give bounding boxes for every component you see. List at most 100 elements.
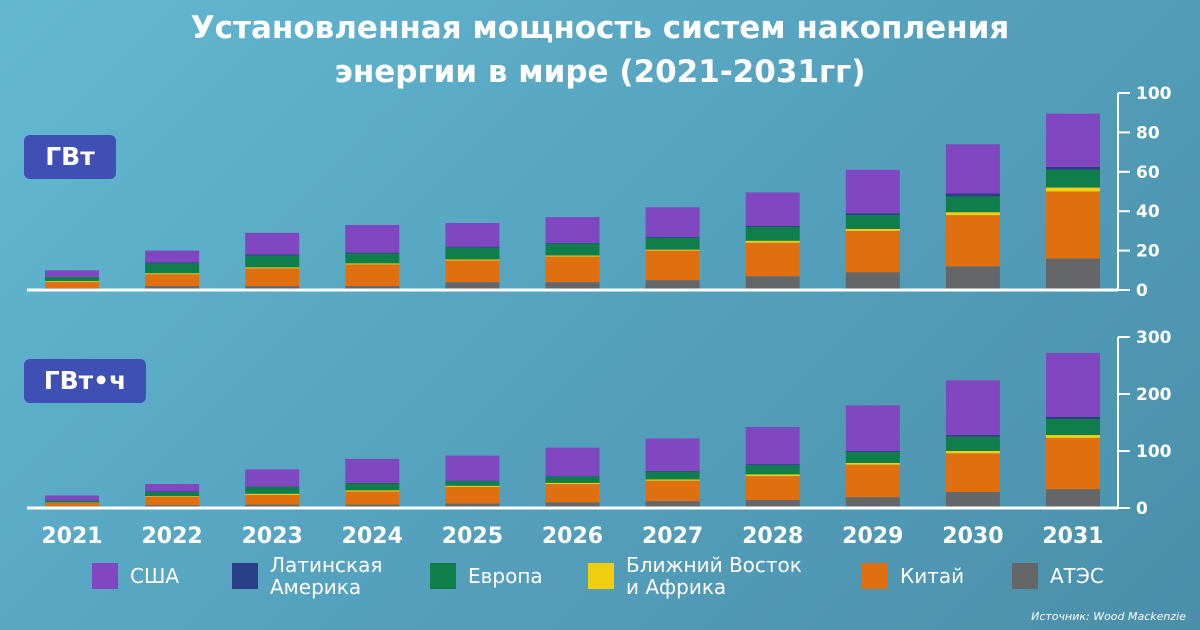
- bar-segment-1-2025-1: [445, 486, 500, 504]
- bar-segment-1-2023-2: [245, 493, 300, 495]
- bar-segment-1-2027-0: [645, 501, 700, 508]
- x-tick-label-2022: 2022: [141, 524, 202, 549]
- bar-segment-0-2028-4: [745, 225, 800, 227]
- bar-segment-0-2026-1: [545, 256, 600, 283]
- legend-swatch: [1012, 563, 1038, 589]
- bar-segment-1-2026-2: [545, 482, 600, 485]
- bar-segment-1-2022-1: [145, 496, 200, 506]
- bar-segment-0-2030-0: [945, 266, 1000, 290]
- bar-segment-1-2027-4: [645, 470, 700, 472]
- bar-segment-1-2029-1: [845, 464, 900, 498]
- bar-segment-0-2028-1: [745, 242, 800, 277]
- bar-segment-0-2030-5: [945, 144, 1000, 194]
- bar-segment-1-2023-0: [245, 504, 300, 508]
- y-tick-label-1-300: 300: [1136, 328, 1172, 348]
- chart-title-line-1: Установленная мощность систем накопления: [190, 10, 1010, 46]
- bar-segment-0-2029-3: [845, 215, 900, 229]
- legend-item: Европа: [430, 563, 543, 589]
- y-tick-label-1-0: 0: [1136, 499, 1148, 519]
- y-tick-label-0-100: 100: [1136, 84, 1172, 104]
- bar-segment-1-2024-4: [345, 482, 400, 484]
- y-tick-label-0-40: 40: [1136, 202, 1160, 222]
- bar-segment-0-2023-4: [245, 254, 300, 256]
- bar-segment-1-2029-0: [845, 497, 900, 508]
- bar-segment-1-2031-3: [1046, 419, 1100, 436]
- bar-segment-0-2026-3: [545, 243, 600, 256]
- bar-segment-1-2025-5: [445, 455, 500, 481]
- bar-segment-0-2028-0: [745, 276, 800, 290]
- bar-segment-0-2022-2: [145, 273, 200, 275]
- bar-segment-0-2027-1: [645, 250, 700, 281]
- bar-segment-0-2028-2: [745, 240, 800, 243]
- legend-label: Ближний Восток и Африка: [626, 553, 802, 599]
- bar-segment-0-2024-2: [345, 263, 400, 265]
- bar-segment-1-2023-4: [245, 486, 300, 487]
- bar-segment-1-2022-5: [145, 484, 200, 492]
- bar-segment-0-2027-2: [645, 249, 700, 251]
- legend-item: Латинская Америка: [232, 554, 382, 598]
- bar-segment-0-2021-2: [45, 281, 99, 283]
- bar-segment-1-2027-3: [645, 471, 700, 480]
- legend-label: Китай: [900, 564, 965, 588]
- bar-segment-1-2021-3: [45, 500, 99, 503]
- bar-segment-1-2028-2: [745, 474, 800, 477]
- bar-segment-0-2023-2: [245, 267, 300, 269]
- x-tick-label-2021: 2021: [41, 524, 102, 549]
- bar-segment-1-2030-2: [945, 451, 1000, 454]
- bar-segment-0-2023-3: [245, 255, 300, 268]
- bar-segment-1-2024-1: [345, 491, 400, 505]
- bar-segment-1-2023-1: [245, 494, 300, 505]
- unit-badge-gw: ГВт: [24, 135, 116, 179]
- bar-segment-1-2026-5: [545, 447, 600, 477]
- x-tick-label-2027: 2027: [642, 524, 703, 549]
- bar-segment-1-2023-3: [245, 486, 300, 494]
- unit-badge-gwh: ГВт•ч: [24, 359, 146, 403]
- bar-segment-1-2029-5: [845, 405, 900, 451]
- y-tick-label-0-20: 20: [1136, 242, 1160, 262]
- bar-segment-0-2026-5: [545, 217, 600, 243]
- bar-segment-1-2025-2: [445, 485, 500, 487]
- bar-segment-1-2031-5: [1046, 352, 1100, 417]
- legend-item: Ближний Восток и Африка: [588, 554, 802, 598]
- bar-segment-1-2026-0: [545, 502, 600, 508]
- bar-segment-1-2030-0: [945, 492, 1000, 508]
- bar-segment-1-2026-3: [545, 476, 600, 483]
- bar-segment-0-2025-0: [445, 282, 500, 290]
- bar-segment-1-2024-0: [345, 504, 400, 508]
- bar-segment-0-2026-4: [545, 242, 600, 244]
- source-note: Источник: Wood Mackenzie: [1031, 610, 1186, 623]
- bar-segment-1-2026-4: [545, 476, 600, 477]
- legend-swatch: [92, 563, 118, 589]
- bar-segment-0-2030-4: [945, 193, 1000, 197]
- bar-segment-0-2031-1: [1046, 191, 1100, 259]
- bar-segment-1-2026-1: [545, 484, 600, 503]
- bar-segment-0-2022-4: [145, 262, 200, 264]
- bar-segment-0-2024-5: [345, 224, 400, 253]
- bar-segment-1-2031-2: [1046, 435, 1100, 438]
- x-tick-label-2030: 2030: [942, 524, 1003, 549]
- bar-segment-1-2025-3: [445, 481, 500, 486]
- bar-segment-1-2029-3: [845, 452, 900, 463]
- bar-segment-0-2023-5: [245, 232, 300, 255]
- legend-label: Европа: [468, 564, 543, 588]
- legend-label: США: [130, 564, 180, 588]
- bar-segment-1-2029-2: [845, 462, 900, 465]
- bar-segment-1-2027-5: [645, 438, 700, 471]
- y-tick-label-0-60: 60: [1136, 163, 1160, 183]
- bar-segment-0-2022-0: [145, 286, 200, 290]
- bar-segment-1-2022-4: [145, 491, 200, 493]
- legend-swatch: [862, 563, 888, 589]
- bar-segment-0-2023-1: [245, 268, 300, 287]
- bar-segment-1-2028-1: [745, 476, 800, 501]
- legend-item: Китай: [862, 563, 964, 589]
- legend-swatch: [588, 563, 614, 589]
- bar-segment-0-2024-4: [345, 252, 400, 254]
- x-tick-label-2028: 2028: [742, 524, 803, 549]
- y-tick-label-1-200: 200: [1136, 385, 1172, 405]
- bar-segment-1-2028-4: [745, 464, 800, 466]
- bar-segment-1-2028-3: [745, 465, 800, 475]
- bar-segment-0-2031-4: [1046, 166, 1100, 170]
- bar-segment-0-2025-3: [445, 247, 500, 260]
- x-tick-label-2024: 2024: [342, 524, 403, 549]
- bar-segment-0-2029-1: [845, 230, 900, 273]
